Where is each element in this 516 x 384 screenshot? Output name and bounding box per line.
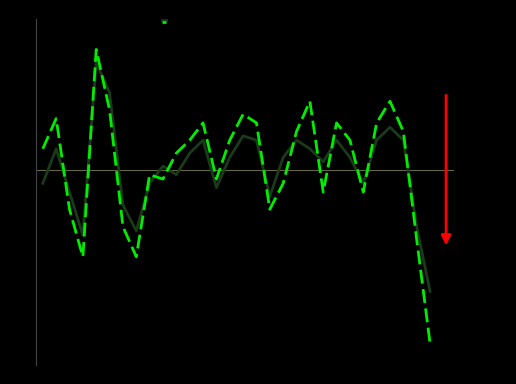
Legend: , : ,: [162, 20, 167, 23]
